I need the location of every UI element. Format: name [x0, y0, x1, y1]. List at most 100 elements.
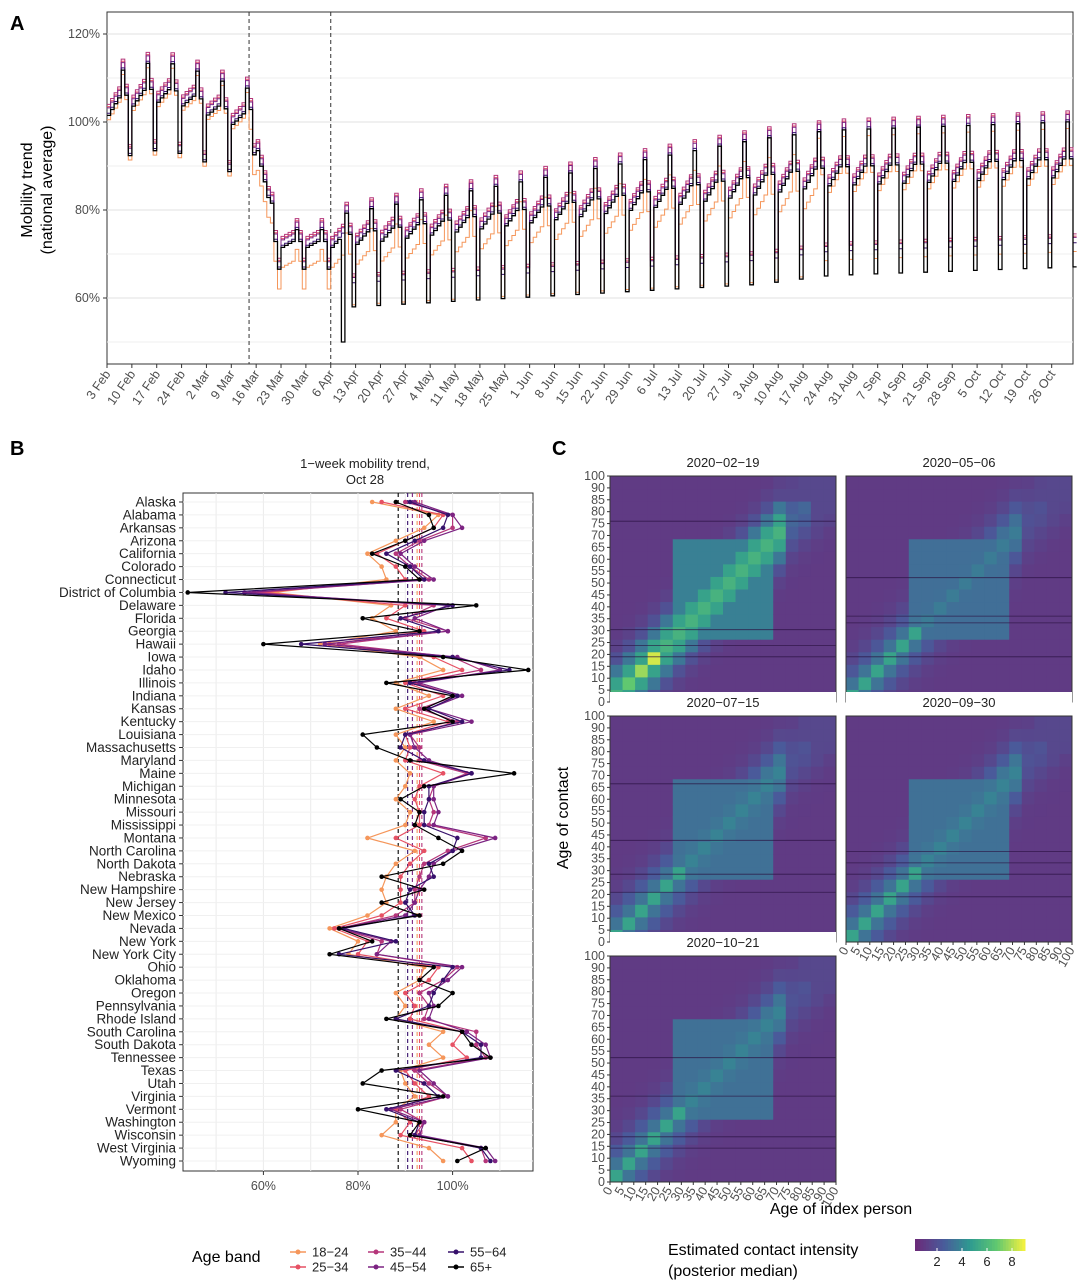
colorbar-cell — [992, 1239, 996, 1251]
heatmap-cell — [660, 513, 674, 527]
heatmap-strip — [846, 692, 1072, 712]
heatmap-cell — [748, 1094, 762, 1108]
heatmap-cell — [1034, 664, 1048, 678]
point-65+ — [511, 771, 517, 776]
heatmap-cell — [1059, 526, 1073, 540]
point-18-24 — [426, 1042, 432, 1048]
heatmap-cell — [971, 551, 985, 565]
heatmap-cell — [748, 854, 762, 868]
heatmap-1: 2020−05−06 — [845, 452, 1073, 703]
heatmap-cell — [896, 904, 910, 918]
state-label: New York — [119, 934, 176, 949]
heatmap-cell — [647, 981, 661, 995]
heatmap-cell — [1046, 766, 1060, 780]
point-65+ — [440, 654, 446, 660]
heatmap-cell — [933, 513, 947, 527]
y-tick-label: 10 — [591, 1151, 605, 1165]
heatmap-cell — [785, 753, 799, 767]
heatmap-cell — [610, 956, 624, 970]
heatmap-cell — [1046, 816, 1060, 830]
heatmap-cell — [810, 601, 824, 615]
heatmap-cell — [921, 929, 935, 943]
heatmap-cell — [971, 626, 985, 640]
heatmap-cell — [697, 476, 711, 490]
heatmap-cell — [697, 1018, 711, 1032]
heatmap-cell — [823, 728, 837, 742]
y-tick-label: 25 — [591, 876, 605, 890]
heatmap-cell — [710, 891, 724, 905]
x-tick-label: 2 Mar — [183, 368, 213, 402]
point-25-34 — [379, 499, 384, 505]
heatmap-cell — [1034, 854, 1048, 868]
point-25-34 — [407, 1119, 413, 1125]
heatmap-cell — [672, 1131, 686, 1145]
heatmap-cell — [773, 676, 787, 690]
heatmap-cell — [773, 501, 787, 515]
x-tick-label: 55 — [727, 1184, 746, 1203]
heatmap-cell — [760, 651, 774, 665]
heatmap-cell — [610, 968, 624, 982]
heatmap-cell — [622, 589, 636, 603]
heatmap-cell — [785, 956, 799, 970]
point-18-24 — [369, 499, 375, 505]
heatmap-cell — [858, 651, 872, 665]
heatmap-cell — [883, 766, 897, 780]
heatmap-cell — [810, 981, 824, 995]
heatmap-cell — [748, 1043, 762, 1057]
y-tick-label: 75 — [591, 757, 605, 771]
heatmap-cell — [871, 626, 885, 640]
point-55-64 — [384, 1107, 389, 1112]
heatmap-cell — [971, 879, 985, 893]
heatmap-cell — [996, 651, 1010, 665]
heatmap-cell — [984, 904, 998, 918]
heatmap-cell — [647, 501, 661, 515]
heatmap-cell — [823, 614, 837, 628]
heatmap-cell — [984, 651, 998, 665]
heatmap-cell — [959, 866, 973, 880]
y-tick-label: 40 — [591, 1080, 605, 1094]
point-45-54 — [412, 564, 418, 569]
point-45-54 — [464, 1029, 470, 1035]
x-tick-label: 10 — [856, 944, 875, 963]
heatmap-cell — [921, 589, 935, 603]
heatmap-cell — [735, 981, 749, 995]
heatmap-cell — [697, 488, 711, 502]
heatmap-cell — [697, 891, 711, 905]
heatmap-cell — [710, 601, 724, 615]
heatmap-cell — [723, 1094, 737, 1108]
heatmap-cell — [871, 501, 885, 515]
heatmap-cell — [610, 1006, 624, 1020]
heatmap-cell — [672, 956, 686, 970]
heatmap-cell — [883, 576, 897, 590]
heatmap-cell — [622, 563, 636, 577]
point-65+ — [374, 745, 380, 750]
heatmap-cell — [810, 563, 824, 577]
point-25-34 — [402, 990, 408, 996]
heatmap-cell — [622, 968, 636, 982]
heatmap-cell — [810, 664, 824, 678]
heatmap-cell — [647, 716, 661, 730]
heatmap-cell — [984, 841, 998, 855]
point-65+ — [440, 1094, 446, 1099]
heatmap-cell — [798, 614, 812, 628]
heatmap-cell — [946, 551, 960, 565]
heatmap-cell — [723, 841, 737, 855]
heatmap-3: 2020−09−30051015202530354045505560657075… — [836, 692, 1078, 970]
heatmap-cell — [1034, 741, 1048, 755]
heatmap-cell — [1034, 639, 1048, 653]
heatmap-cell — [710, 1056, 724, 1070]
state-label: Tennessee — [111, 1050, 176, 1065]
heatmap-cell — [798, 716, 812, 730]
heatmap-cell — [1046, 551, 1060, 565]
heatmap-cell — [760, 791, 774, 805]
heatmap-cell — [697, 816, 711, 830]
heatmap-cell — [1009, 778, 1023, 792]
heatmap-cell — [1021, 929, 1035, 943]
heatmap-cell — [672, 601, 686, 615]
heatmap-cell — [672, 664, 686, 678]
heatmap-cell — [810, 513, 824, 527]
heatmap-cell — [1009, 728, 1023, 742]
point-35-44 — [431, 809, 436, 815]
heatmap-cell — [748, 791, 762, 805]
point-65+ — [525, 667, 531, 673]
